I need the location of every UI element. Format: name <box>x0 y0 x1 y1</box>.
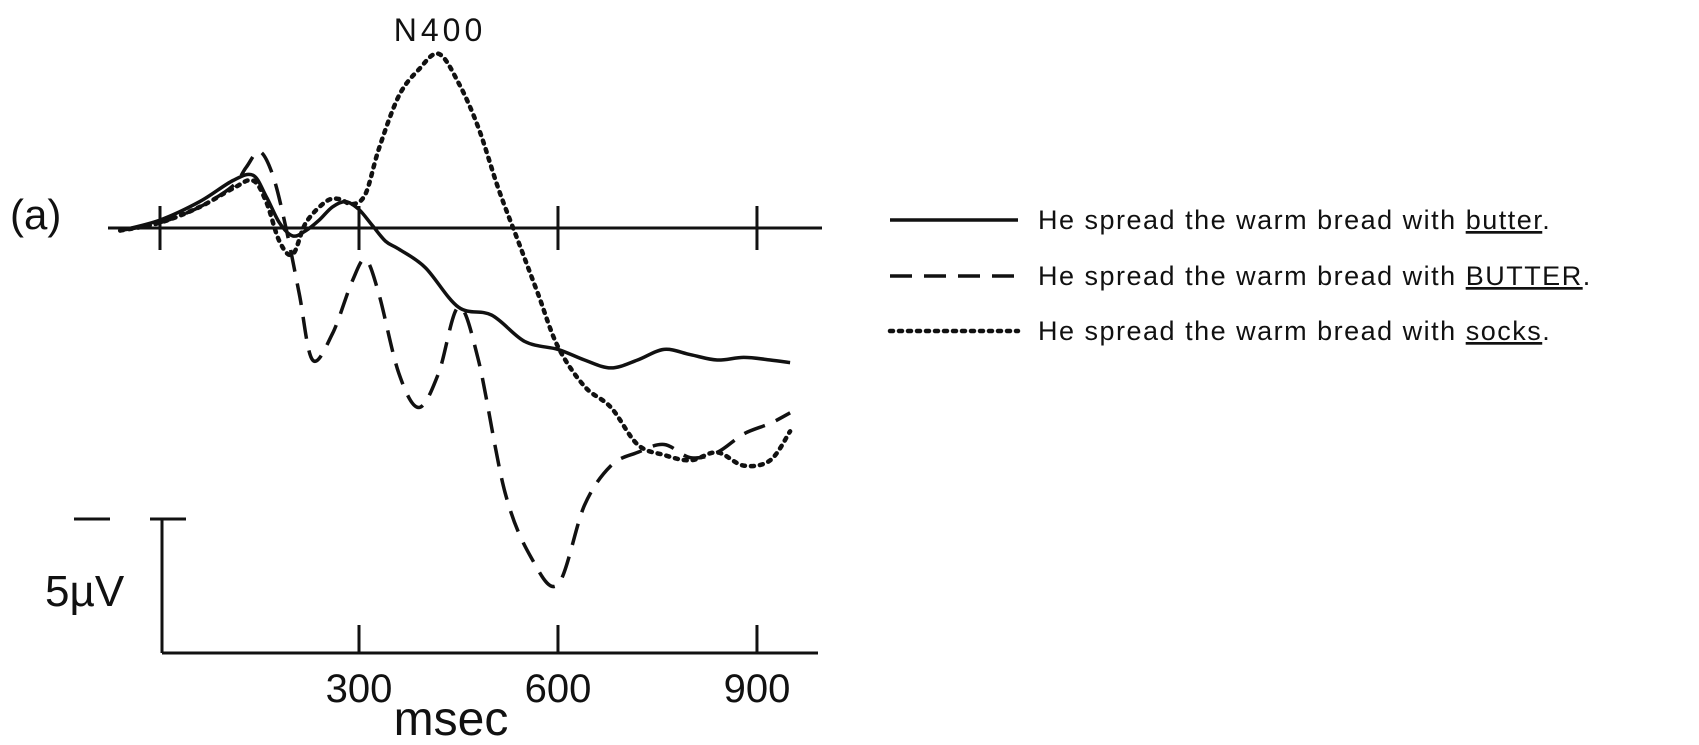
panel-label: (a) <box>10 191 61 238</box>
legend-entry-solid: He spread the warm bread with butter. <box>1038 205 1551 235</box>
series-line-dashed <box>119 149 791 589</box>
series-line-solid <box>119 172 791 370</box>
x-tick-label-600: 600 <box>525 667 592 711</box>
text-layer: N400 (a) 5µV msec 300 600 900 <box>10 12 790 745</box>
axes-layer <box>74 206 822 655</box>
x-tick-label-900: 900 <box>724 667 791 711</box>
series-line-dotted <box>117 51 793 469</box>
legend-entry-dashed: He spread the warm bread with BUTTER. <box>1038 261 1592 291</box>
x-tick-label-300: 300 <box>326 667 393 711</box>
series-layer <box>117 51 793 589</box>
legend-critical-word: butter <box>1466 205 1543 235</box>
legend-critical-word: socks <box>1466 316 1543 346</box>
legend: He spread the warm bread with butter. He … <box>887 205 1592 346</box>
scale-bar-label: 5µV <box>45 567 125 616</box>
legend-critical-word: BUTTER <box>1466 261 1583 291</box>
annotation-n400: N400 <box>394 12 487 48</box>
x-axis-label: msec <box>394 693 509 745</box>
legend-entry-dotted: He spread the warm bread with socks. <box>1038 316 1551 346</box>
